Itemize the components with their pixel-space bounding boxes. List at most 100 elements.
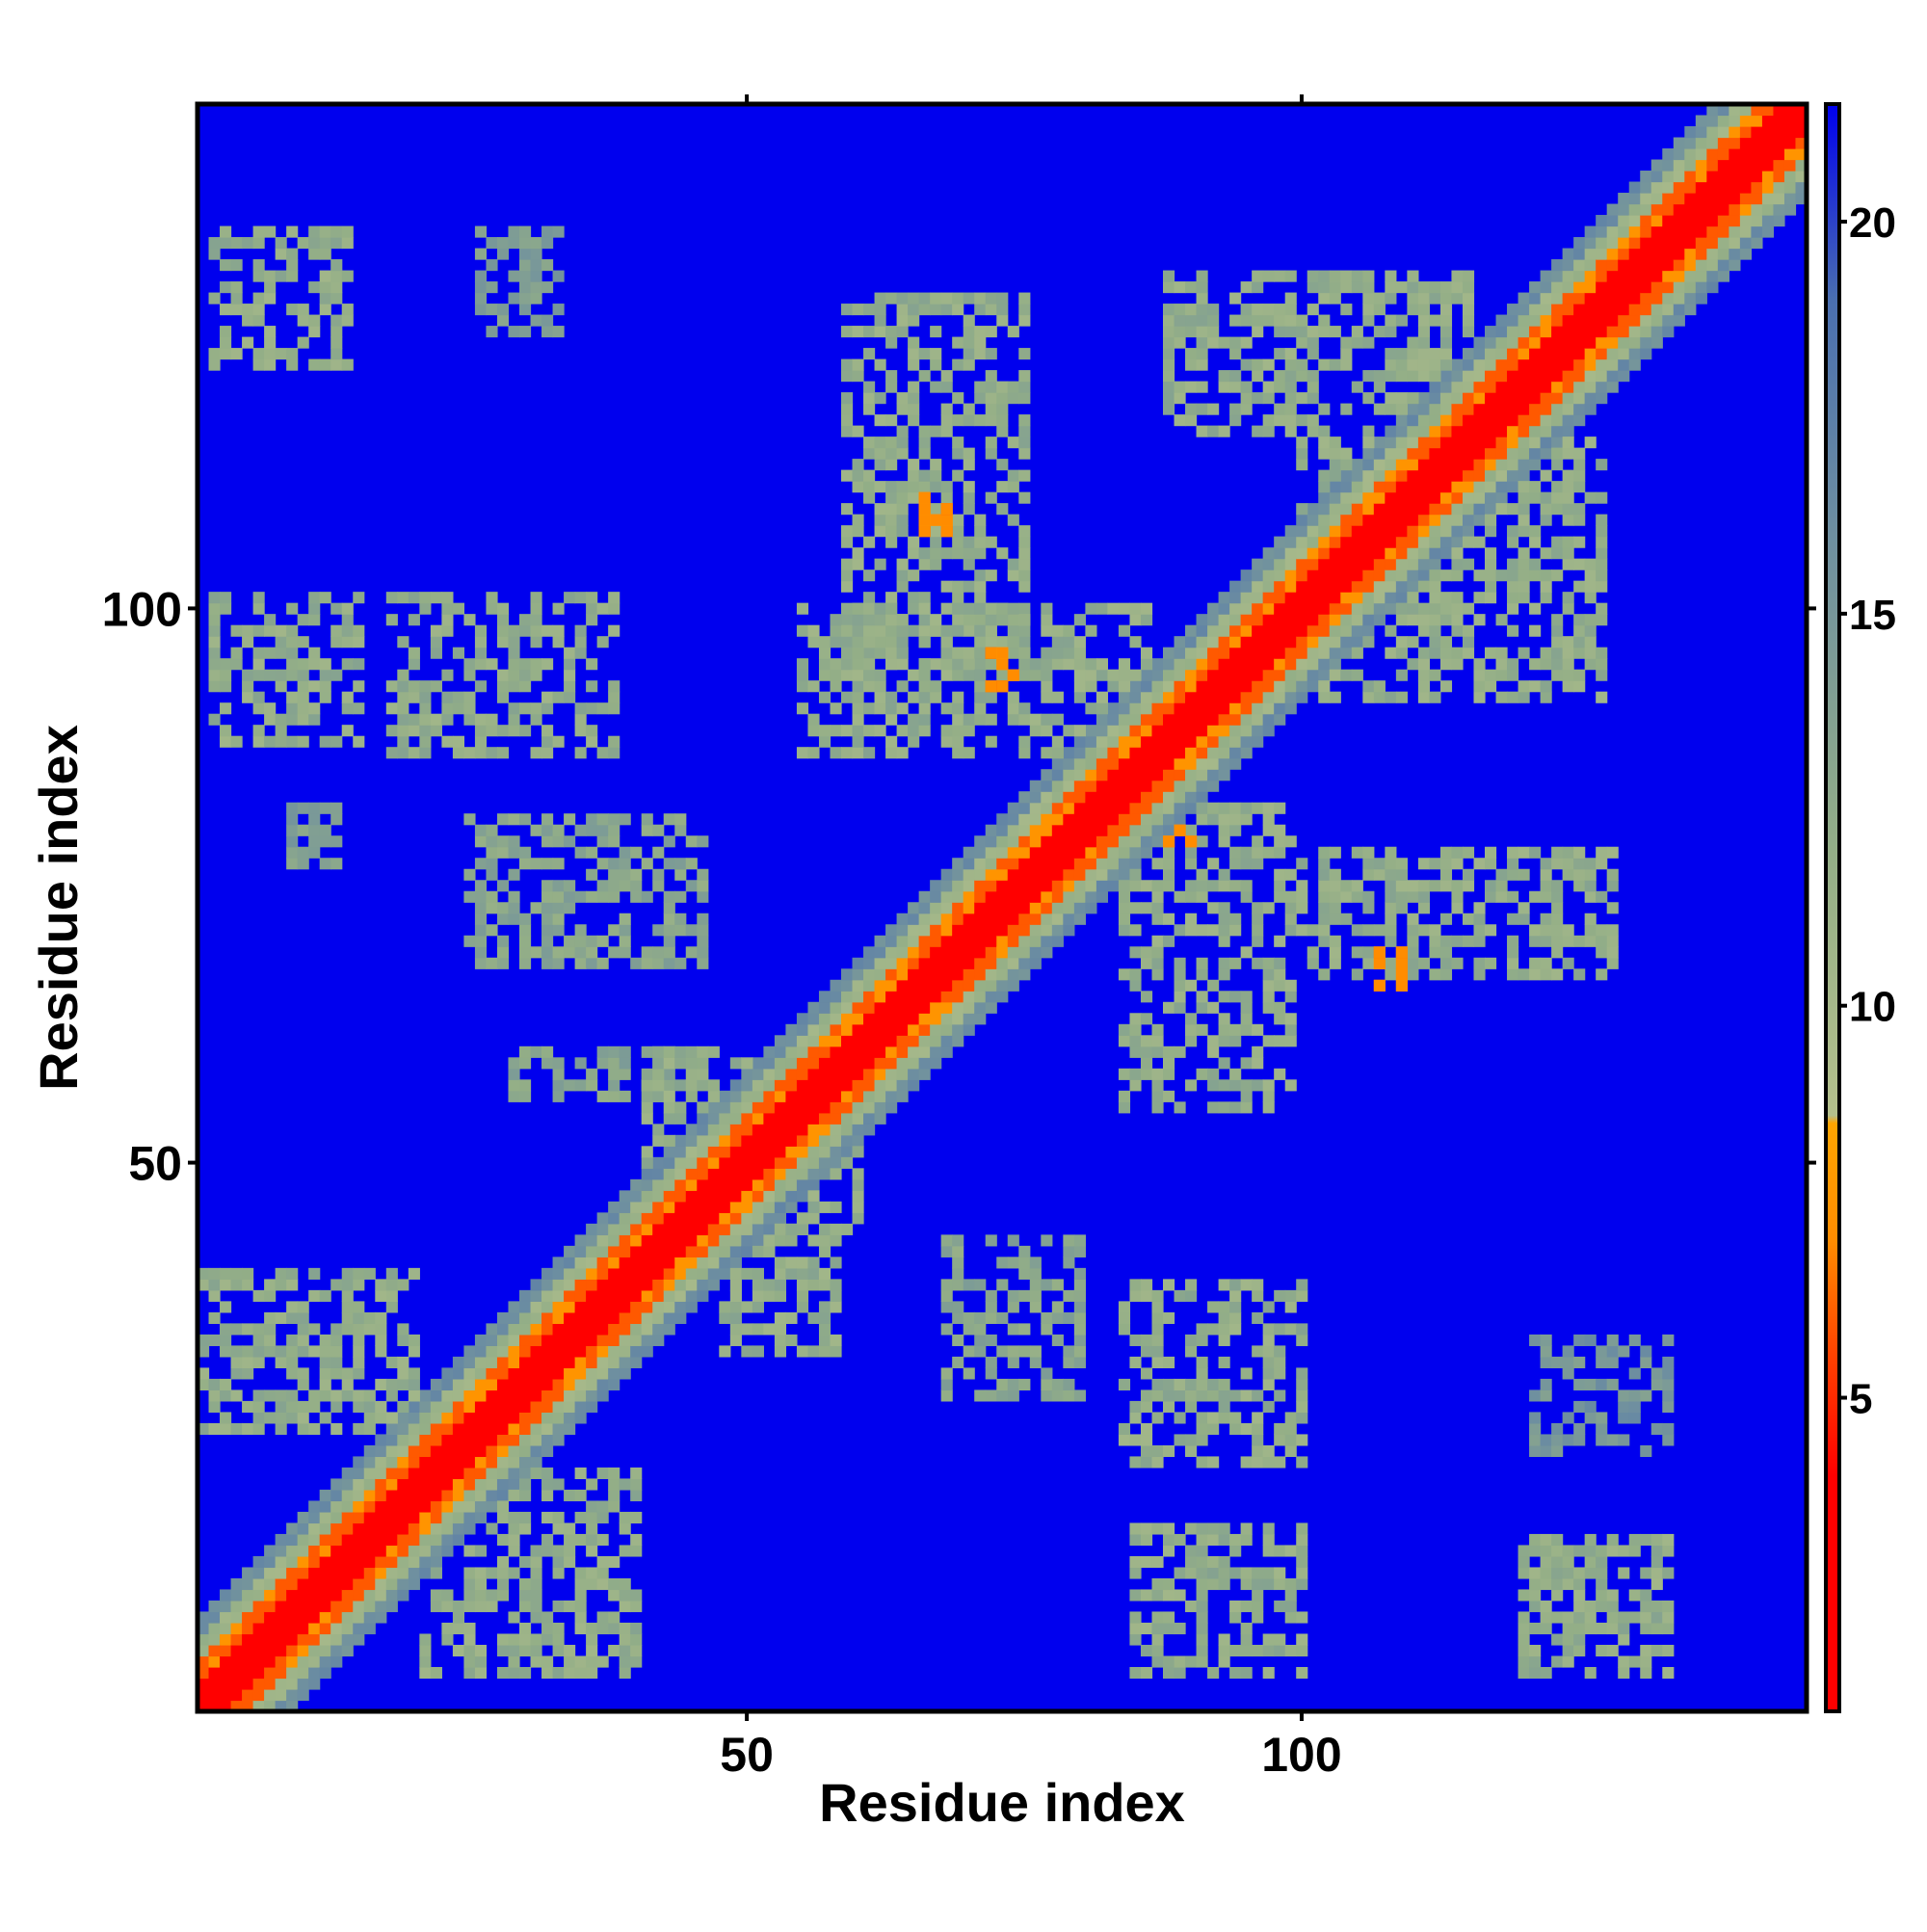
heatmap-cell bbox=[918, 602, 931, 615]
heatmap-cell bbox=[940, 991, 953, 1003]
heatmap-cell bbox=[1529, 569, 1542, 582]
heatmap-cell bbox=[974, 514, 987, 526]
heatmap-cell bbox=[1373, 558, 1386, 570]
heatmap-cell bbox=[397, 1577, 409, 1591]
heatmap-cell bbox=[519, 1600, 532, 1613]
heatmap-cell bbox=[1596, 237, 1608, 250]
heatmap-cell bbox=[852, 525, 864, 538]
heatmap-cell bbox=[930, 459, 942, 471]
heatmap-cell bbox=[1395, 437, 1408, 449]
heatmap-cell bbox=[353, 1567, 365, 1579]
heatmap-cell bbox=[807, 1190, 820, 1203]
heatmap-cell bbox=[1628, 304, 1641, 316]
heatmap-cell bbox=[1395, 447, 1408, 460]
heatmap-cell bbox=[1274, 370, 1286, 383]
heatmap-cell bbox=[385, 1267, 398, 1280]
heatmap-cell bbox=[1007, 924, 1019, 937]
heatmap-cell bbox=[308, 1577, 321, 1591]
heatmap-cell bbox=[1307, 370, 1319, 383]
heatmap-cell bbox=[1284, 569, 1297, 582]
heatmap-cell bbox=[1706, 159, 1719, 172]
heatmap-cell bbox=[1041, 647, 1053, 659]
heatmap-cell bbox=[397, 1478, 409, 1491]
heatmap-cell bbox=[1007, 979, 1019, 992]
heatmap-cell bbox=[1717, 181, 1729, 194]
heatmap-cell bbox=[252, 647, 265, 659]
heatmap-cell bbox=[841, 1023, 854, 1036]
heatmap-cell bbox=[1562, 314, 1574, 327]
heatmap-cell bbox=[918, 1013, 931, 1025]
heatmap-cell bbox=[1429, 381, 1441, 393]
heatmap-cell bbox=[1529, 459, 1542, 471]
heatmap-cell bbox=[1018, 713, 1031, 726]
heatmap-cell bbox=[1041, 669, 1053, 681]
heatmap-cell bbox=[963, 503, 975, 516]
heatmap-cell bbox=[1296, 624, 1308, 637]
heatmap-cell bbox=[1495, 880, 1508, 892]
heatmap-cell bbox=[486, 304, 498, 316]
heatmap-cell bbox=[1518, 491, 1530, 504]
heatmap-cell bbox=[430, 624, 442, 637]
heatmap-cell bbox=[785, 1234, 798, 1247]
heatmap-cell bbox=[530, 1600, 542, 1613]
heatmap-cell bbox=[1240, 880, 1253, 892]
heatmap-cell bbox=[985, 991, 997, 1003]
heatmap-cell bbox=[619, 1622, 631, 1635]
heatmap-cell bbox=[908, 403, 920, 415]
heatmap-cell bbox=[297, 614, 309, 626]
heatmap-cell bbox=[496, 691, 510, 703]
heatmap-cell bbox=[1684, 159, 1697, 172]
heatmap-cell bbox=[230, 1678, 243, 1690]
heatmap-cell bbox=[1185, 846, 1198, 859]
heatmap-cell bbox=[308, 1622, 321, 1635]
heatmap-cell bbox=[275, 1622, 287, 1635]
heatmap-cell bbox=[1274, 702, 1286, 715]
heatmap-cell bbox=[397, 691, 409, 703]
heatmap-cell bbox=[963, 580, 975, 593]
heatmap-cell bbox=[519, 725, 532, 737]
heatmap-cell bbox=[230, 1279, 243, 1291]
heatmap-cell bbox=[486, 1345, 498, 1358]
heatmap-cell bbox=[963, 902, 975, 914]
heatmap-cell bbox=[397, 1412, 409, 1424]
heatmap-cell bbox=[1296, 669, 1308, 681]
heatmap-cell bbox=[1407, 880, 1419, 892]
heatmap-cell bbox=[940, 1035, 953, 1047]
heatmap-cell bbox=[896, 558, 909, 570]
heatmap-cell bbox=[930, 691, 942, 703]
heatmap-cell bbox=[1462, 314, 1475, 327]
heatmap-cell bbox=[1540, 858, 1552, 870]
heatmap-cell bbox=[619, 1323, 631, 1336]
heatmap-cell bbox=[974, 680, 987, 693]
heatmap-cell bbox=[385, 1422, 398, 1436]
heatmap-cell bbox=[586, 1522, 598, 1535]
heatmap-cell bbox=[375, 1600, 387, 1613]
heatmap-cell bbox=[1329, 281, 1341, 294]
heatmap-cell bbox=[729, 1289, 742, 1302]
heatmap-cell bbox=[608, 1301, 620, 1313]
heatmap-cell bbox=[1650, 314, 1663, 327]
heatmap-cell bbox=[308, 1500, 321, 1513]
heatmap-cell bbox=[574, 1345, 587, 1358]
heatmap-cell bbox=[1041, 614, 1053, 626]
heatmap-cell bbox=[974, 991, 987, 1003]
heatmap-cell bbox=[963, 459, 975, 471]
heatmap-cell bbox=[1385, 846, 1397, 859]
heatmap-cell bbox=[286, 691, 299, 703]
heatmap-cell bbox=[341, 1545, 354, 1557]
heatmap-cell bbox=[385, 1600, 398, 1613]
heatmap-cell bbox=[1717, 148, 1729, 161]
heatmap-cell bbox=[519, 1356, 532, 1368]
heatmap-cell bbox=[508, 1467, 520, 1480]
heatmap-cell bbox=[1207, 669, 1220, 681]
heatmap-cell bbox=[1185, 348, 1198, 360]
heatmap-cell bbox=[1417, 447, 1431, 460]
heatmap-cell bbox=[1417, 358, 1431, 371]
heatmap-cell bbox=[663, 902, 675, 914]
heatmap-cell bbox=[985, 381, 997, 393]
heatmap-cell bbox=[1095, 824, 1109, 836]
heatmap-cell bbox=[918, 469, 931, 482]
heatmap-cell bbox=[874, 1057, 886, 1070]
heatmap-cell bbox=[1229, 813, 1242, 826]
heatmap-cell bbox=[996, 503, 1009, 516]
